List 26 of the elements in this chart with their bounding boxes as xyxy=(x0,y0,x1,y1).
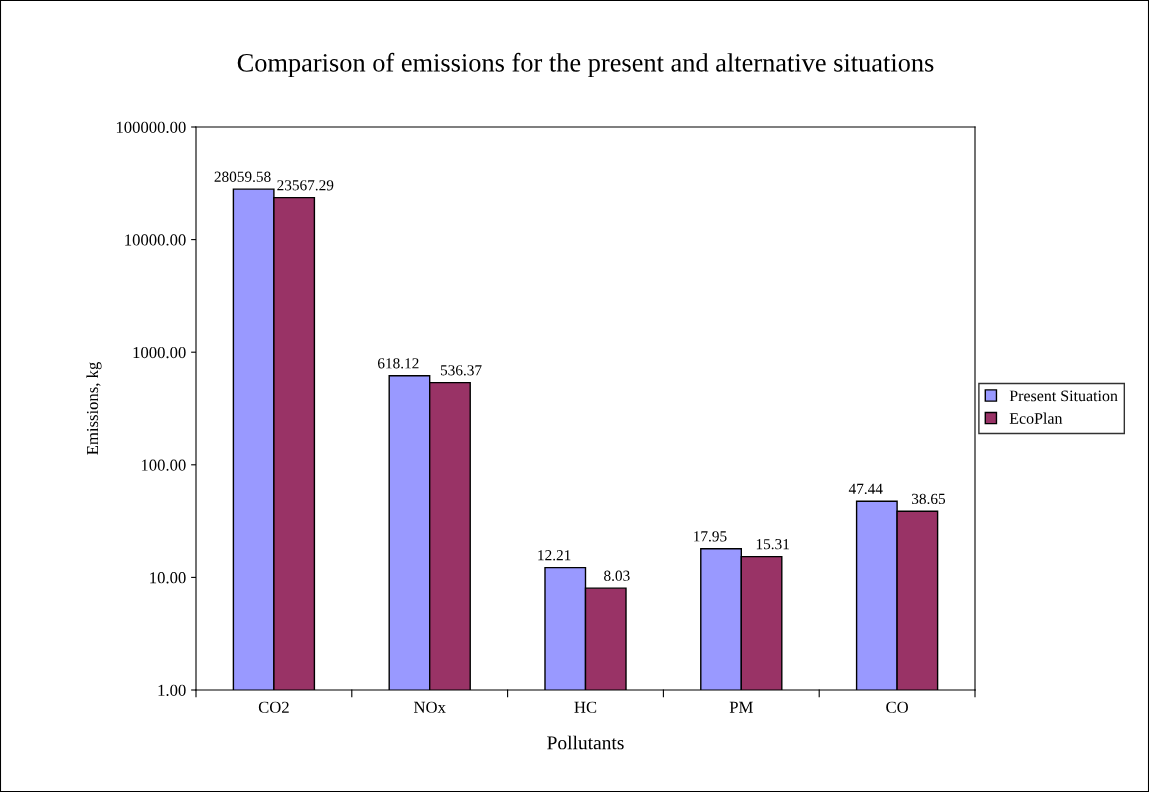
data-label: 23567.29 xyxy=(277,180,334,191)
x-tick-label: CO xyxy=(886,701,908,713)
legend-label: EcoPlan xyxy=(1009,412,1063,424)
y-tick-label: 10.00 xyxy=(150,572,186,584)
y-tick-label: 1000.00 xyxy=(133,346,186,359)
data-label: 8.03 xyxy=(604,570,630,581)
data-label: 536.37 xyxy=(440,365,482,376)
x-tick-label: HC xyxy=(574,701,597,713)
data-label: 12.21 xyxy=(538,550,571,561)
chart-title: Comparison of emissions for the present and alternative situations xyxy=(237,52,934,78)
y-tick-label: 10000.00 xyxy=(125,234,186,246)
data-label: 15.31 xyxy=(756,539,789,550)
y-axis-title: Emissions, kg xyxy=(86,362,102,455)
y-tick-label: 1.00 xyxy=(158,684,186,697)
y-tick-label: 100.00 xyxy=(141,459,186,471)
y-tick-label: 100000.00 xyxy=(116,121,186,134)
data-label: 38.65 xyxy=(912,493,946,505)
data-label: 28059.58 xyxy=(214,171,271,182)
data-label: 17.95 xyxy=(694,531,727,542)
data-label: 47.44 xyxy=(848,483,883,495)
x-axis-title: Pollutants xyxy=(547,735,624,750)
x-tick-label: NOx xyxy=(413,701,446,713)
x-tick-label: PM xyxy=(729,701,753,713)
legend-label: Present Situation xyxy=(1009,390,1118,402)
data-label: 618.12 xyxy=(377,358,419,369)
x-tick-label: CO2 xyxy=(258,701,289,713)
